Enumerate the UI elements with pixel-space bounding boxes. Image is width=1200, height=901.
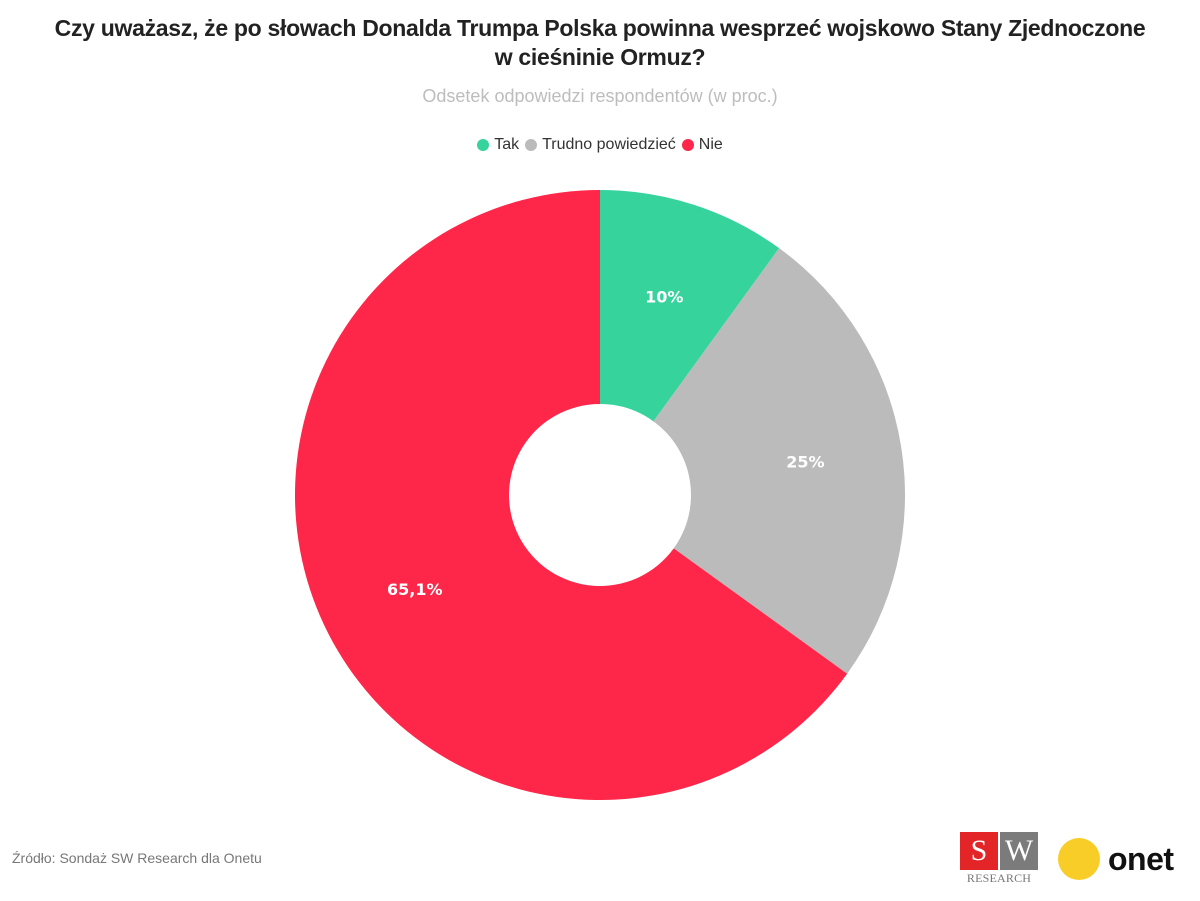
slice-label-tak: 10% [645,288,683,307]
legend-label-tak: Tak [494,136,520,153]
sw-logo-research: RESEARCH [966,871,1032,885]
sw-logo-w: W [1000,832,1038,870]
legend-label-trudno-powiedziec: Trudno powiedzieć [542,136,676,153]
slice-trudno-powiedzie-[interactable] [653,248,905,674]
legend-item-trudno-powiedziec[interactable]: Trudno powiedzieć [525,136,676,154]
donut-slices [294,190,905,800]
slice-nie[interactable] [294,190,848,800]
legend-label-nie: Nie [698,136,723,153]
chart-title: Czy uważasz, że po słowach Donalda Trump… [0,14,1200,72]
legend-marker-nie [681,139,694,151]
sw-logo-s: S [960,832,998,870]
legend-marker-trudno-powiedziec [525,139,538,151]
slice-tak[interactable] [600,190,780,422]
legend-item-tak[interactable]: Tak [477,136,519,154]
legend: Tak Trudno powiedzieć Nie [0,136,1200,154]
legend-marker-tak [477,139,490,151]
onet-logo-text: onet [1108,840,1174,877]
chart-title-line-2: w cieśninie Ormuz? [494,44,706,70]
chart-title-line-1: Czy uważasz, że po słowach Donalda Trump… [54,15,1146,41]
slice-label-nie: 65,1% [387,580,443,599]
slice-label-trudno-powiedzie-: 25% [786,453,824,472]
chart-subtitle: Odsetek odpowiedzi respondentów (w proc.… [422,86,778,106]
legend-item-nie[interactable]: Nie [681,136,723,154]
donut-labels: 10% 25% 65,1% [387,288,825,599]
onet-logo-dot-icon [1058,838,1100,880]
logos: S W RESEARCH onet [960,832,1174,886]
source-note: Źródło: Sondaż SW Research dla Onetu [12,850,262,866]
sw-research-logo: S W RESEARCH [960,832,1038,886]
